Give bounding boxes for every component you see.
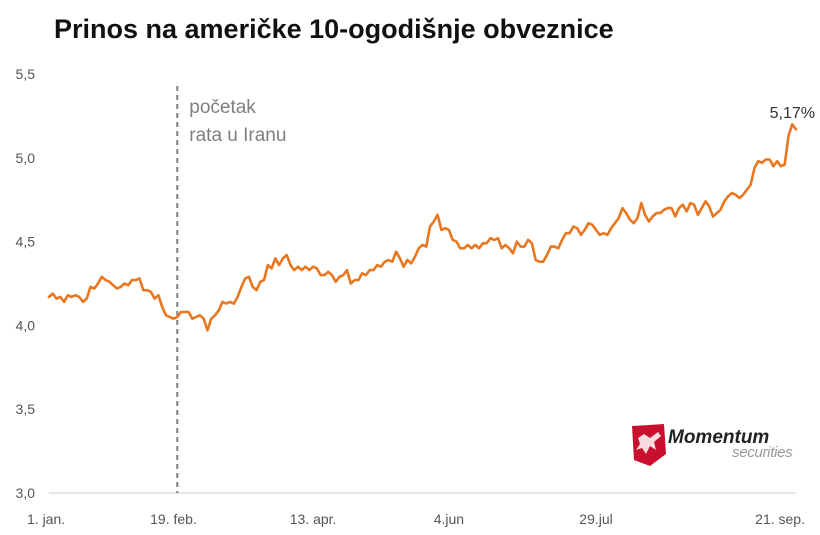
chart-title: Prinos na američke 10-ogodišnje obveznic… — [54, 14, 614, 44]
x-tick-label: 1. jan. — [27, 511, 65, 527]
bull-icon — [632, 424, 666, 466]
series-10y-yield — [47, 123, 798, 332]
x-axis: 1. jan. 19. feb. 13. apr. 4.jun 29.jul 21. se… — [27, 511, 805, 527]
last-value-label: 5,17% — [770, 105, 815, 122]
y-tick-label: 5,5 — [16, 66, 36, 82]
momentum-logo: Momentum securities — [628, 422, 803, 470]
event-annotation-line-1: početak — [189, 97, 256, 118]
y-tick-label: 3,5 — [16, 401, 36, 417]
y-tick-label: 5,0 — [16, 150, 36, 166]
y-tick-label: 3,0 — [16, 485, 36, 501]
x-tick-label: 4.jun — [434, 511, 464, 527]
x-tick-label: 13. apr. — [290, 511, 337, 527]
y-tick-label: 4,5 — [16, 234, 36, 250]
x-tick-label: 19. feb. — [150, 511, 197, 527]
series-line — [47, 123, 798, 332]
logo-tagline: securities — [732, 444, 793, 461]
logo-wordmark: Momentum — [668, 427, 770, 448]
x-tick-label: 29.jul — [579, 511, 612, 527]
y-tick-label: 4,0 — [16, 317, 36, 333]
event-annotation-line-2: rata u Iranu — [189, 125, 286, 146]
y-axis: 3,0 3,5 4,0 4,5 5,0 5,5 — [16, 66, 36, 501]
x-tick-label: 21. sep. — [755, 511, 805, 527]
